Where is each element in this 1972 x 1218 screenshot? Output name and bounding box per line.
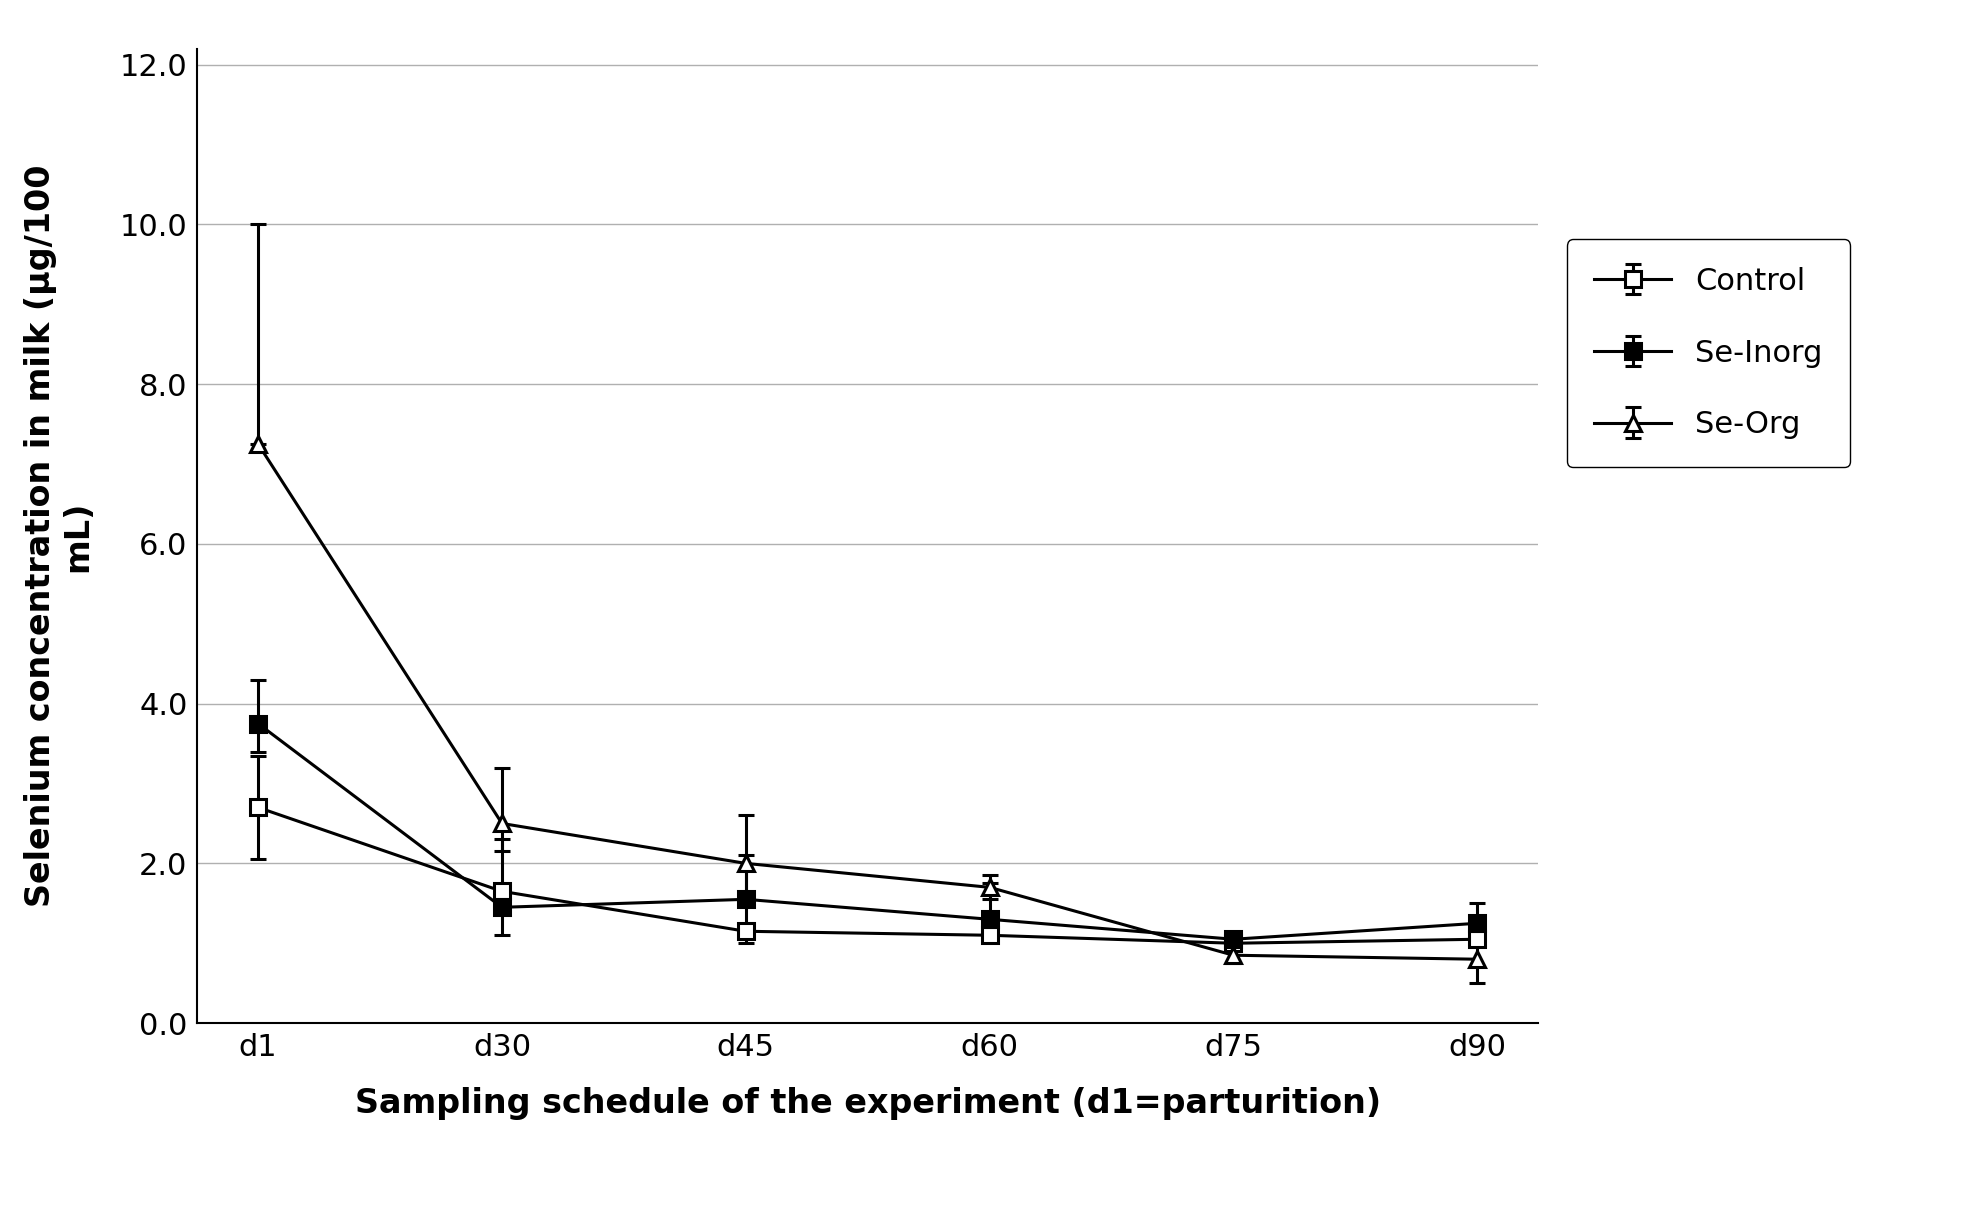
Y-axis label: Selenium concentration in milk (μg/100
mL): Selenium concentration in milk (μg/100 m… [24, 164, 95, 907]
Legend: Control, Se-Inorg, Se-Org: Control, Se-Inorg, Se-Org [1568, 240, 1850, 466]
X-axis label: Sampling schedule of the experiment (d1=parturition): Sampling schedule of the experiment (d1=… [355, 1086, 1380, 1119]
